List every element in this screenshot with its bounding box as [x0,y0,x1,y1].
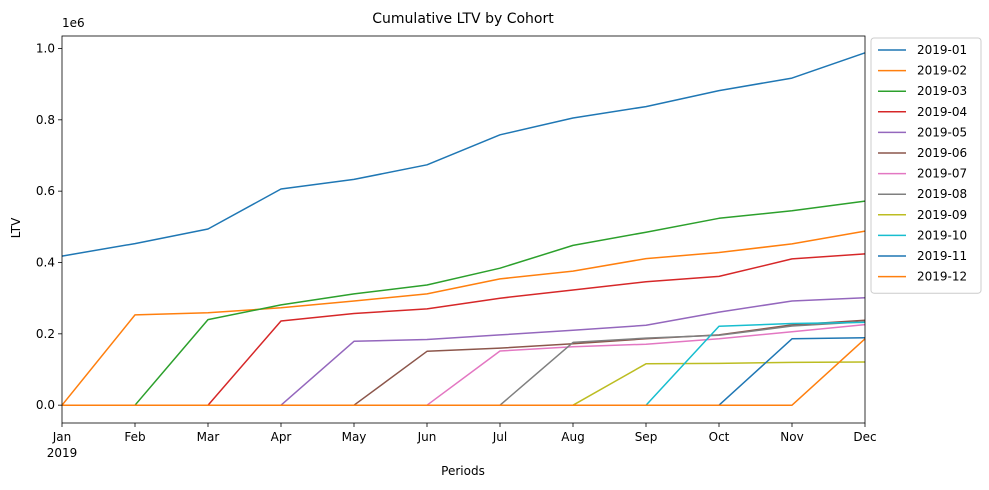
x-tick-label: May [342,430,367,444]
y-tick-label: 1.0 [36,41,55,55]
legend-label: 2019-09 [917,208,967,222]
series-layer [62,53,865,405]
x-tick-label: Jan [52,430,72,444]
legend-label: 2019-03 [917,84,967,98]
x-tick-label: Jul [492,430,507,444]
y-axis-label: LTV [9,217,23,238]
x-tick-label: Nov [780,430,803,444]
legend-label: 2019-05 [917,125,967,139]
y-offset-label: 1e6 [62,16,85,30]
legend: 2019-01 2019-02 2019-03 2019-04 2019-05 2019-… [871,38,981,293]
x-tick-label: Sep [635,430,658,444]
plot-frame [62,36,865,423]
y-tick-label: 0.2 [36,327,55,341]
x-axis-label: Periods [441,464,485,478]
legend-label: 2019-02 [917,64,967,78]
x-tick-label: Apr [271,430,292,444]
y-tick-label: 0.0 [36,398,55,412]
y-tick-label: 0.6 [36,184,55,198]
x-tick-label: Dec [853,430,876,444]
chart-title: Cumulative LTV by Cohort [372,11,554,27]
y-ticks: 0.0 0.2 0.4 0.6 0.8 1.0 [36,41,62,412]
series-line-2019-02 [62,231,865,405]
x-tick-label: Aug [561,430,584,444]
legend-label: 2019-11 [917,249,967,263]
legend-label: 2019-10 [917,228,967,242]
y-tick-label: 0.4 [36,255,55,269]
series-line-2019-09 [62,362,865,405]
legend-label: 2019-12 [917,270,967,284]
x-ticks: Jan Feb Mar Apr May Jun Jul Aug Sep Oct Nov Dec [52,423,877,444]
series-line-2019-11 [62,338,865,405]
x-tick-label: Jun [417,430,437,444]
legend-label: 2019-07 [917,167,967,181]
series-line-2019-01 [62,53,865,256]
legend-label: 2019-08 [917,187,967,201]
legend-label: 2019-06 [917,146,967,160]
legend-label: 2019-04 [917,105,967,119]
x-tick-label: Oct [709,430,730,444]
legend-label: 2019-01 [917,43,967,57]
x-tick-label: Feb [124,430,145,444]
y-tick-label: 0.8 [36,113,55,127]
x-tick-label: Mar [197,430,220,444]
x-year-label: 2019 [47,446,78,460]
